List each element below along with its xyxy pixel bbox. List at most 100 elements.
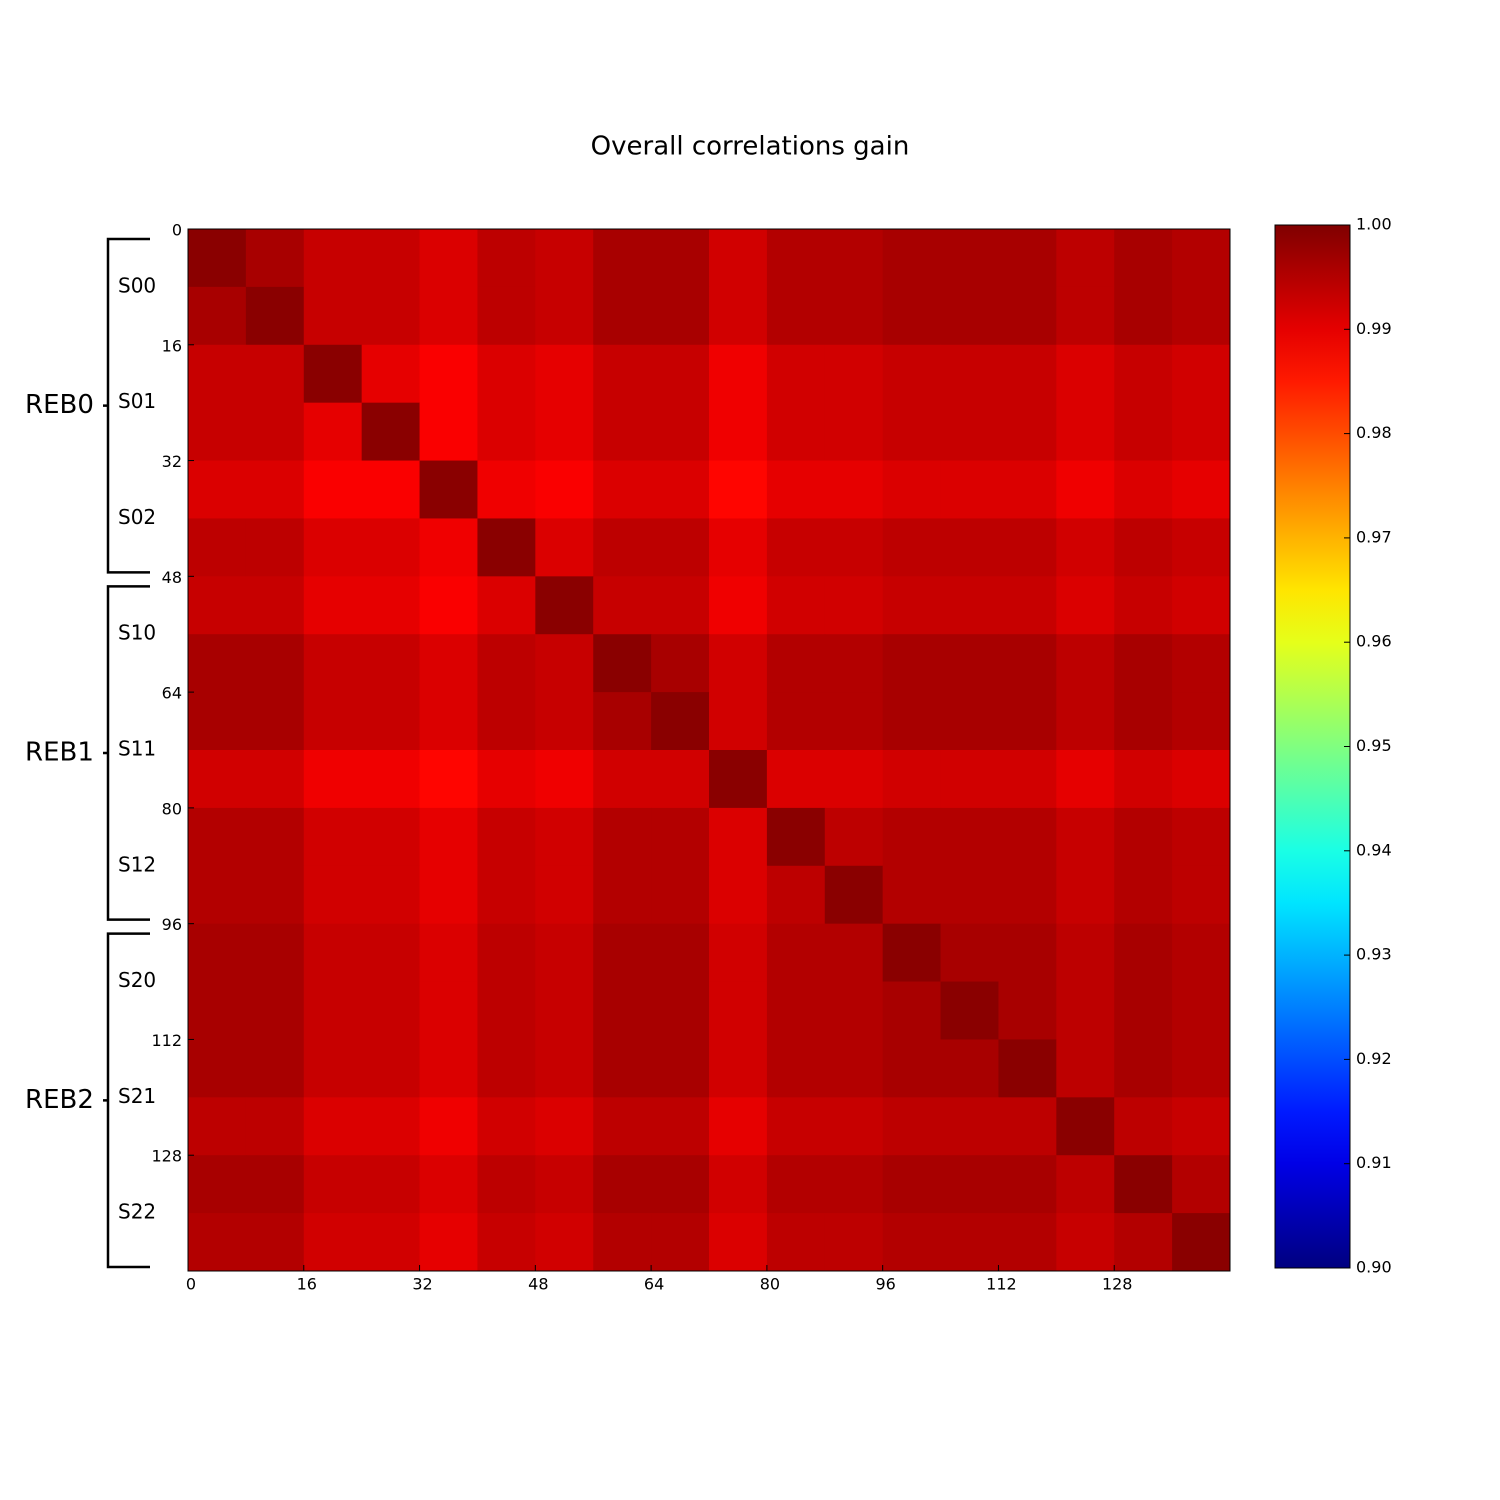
heatmap-cell	[593, 1097, 652, 1156]
heatmap-cell	[361, 576, 421, 635]
heatmap-cell	[477, 460, 536, 519]
heatmap-cell	[419, 1155, 478, 1214]
heatmap-cell	[1172, 807, 1231, 867]
heatmap-cell	[998, 402, 1057, 462]
heatmap-cell	[477, 692, 536, 751]
group-bracket	[103, 932, 150, 1269]
heatmap-cell	[535, 1039, 594, 1098]
heatmap-cell	[940, 344, 999, 404]
heatmap-cell	[824, 865, 884, 925]
heatmap-cell	[1172, 402, 1231, 462]
heatmap-cell	[940, 576, 999, 635]
heatmap-cell	[766, 460, 826, 519]
heatmap-cell	[709, 923, 768, 983]
heatmap-cell	[1114, 1155, 1173, 1214]
heatmap-cell	[419, 286, 478, 346]
heatmap-cell	[651, 1039, 710, 1098]
heatmap-cell	[188, 750, 247, 809]
heatmap-cell	[419, 807, 478, 867]
heatmap-cell	[824, 1039, 884, 1098]
heatmap-cell	[882, 692, 942, 751]
heatmap-cell	[477, 1039, 536, 1098]
heatmap-cell	[651, 460, 710, 519]
heatmap-cell	[419, 865, 478, 925]
heatmap-cell	[593, 807, 652, 867]
heatmap-cell	[188, 344, 247, 404]
y-tick-label: 96	[162, 915, 182, 934]
heatmap-cell	[1056, 865, 1115, 925]
heatmap-cell	[361, 1097, 421, 1156]
x-tick-label: 48	[528, 1275, 548, 1294]
colorbar-tick-label: 0.94	[1356, 840, 1392, 859]
colorbar-tick-label: 0.91	[1356, 1153, 1392, 1172]
colorbar-tick-label: 0.95	[1356, 736, 1392, 755]
heatmap-cell	[535, 807, 594, 867]
heatmap-cell	[709, 1039, 768, 1098]
heatmap-cell	[882, 1039, 942, 1098]
heatmap-cell	[535, 576, 594, 635]
heatmap-cell	[188, 402, 247, 462]
heatmap-cell	[998, 576, 1057, 635]
colorbar-tick-label: 0.92	[1356, 1049, 1392, 1068]
heatmap-cell	[361, 865, 421, 925]
heatmap-cell	[1056, 460, 1115, 519]
heatmap-cell	[477, 286, 536, 346]
heatmap-cell	[1056, 229, 1115, 288]
heatmap-cell	[303, 460, 363, 519]
heatmap-cell	[1056, 1039, 1115, 1098]
heatmap-cell	[245, 1213, 305, 1272]
heatmap-cell	[1114, 1213, 1173, 1272]
heatmap-cell	[477, 981, 536, 1040]
heatmap-cell	[303, 286, 363, 346]
heatmap-cell	[593, 634, 652, 693]
heatmap-cell	[477, 402, 536, 462]
heatmap-cell	[188, 865, 247, 925]
x-tick-label: 96	[875, 1275, 895, 1294]
heatmap-cell	[1056, 1097, 1115, 1156]
heatmap-cell	[766, 1097, 826, 1156]
heatmap-cell	[998, 1039, 1057, 1098]
y-tick-label: 16	[162, 336, 182, 355]
heatmap-cell	[940, 1097, 999, 1156]
heatmap-cell	[593, 344, 652, 404]
heatmap-cell	[766, 750, 826, 809]
heatmap-cell	[303, 981, 363, 1040]
heatmap-cell	[245, 229, 305, 288]
heatmap-cell	[824, 344, 884, 404]
heatmap-cell	[361, 344, 421, 404]
heatmap-cell	[477, 576, 536, 635]
heatmap-cell	[188, 634, 247, 693]
heatmap-cell	[361, 750, 421, 809]
heatmap-cell	[361, 286, 421, 346]
heatmap-cell	[419, 1039, 478, 1098]
heatmap-cell	[766, 807, 826, 867]
heatmap-cell	[940, 750, 999, 809]
heatmap-cell	[766, 981, 826, 1040]
heatmap-cell	[824, 981, 884, 1040]
heatmap-cell	[303, 692, 363, 751]
x-tick-label: 16	[297, 1275, 317, 1294]
heatmap-cell	[651, 634, 710, 693]
heatmap-cell	[303, 229, 363, 288]
heatmap-cell	[419, 229, 478, 288]
heatmap-cell	[535, 229, 594, 288]
heatmap-cell	[535, 750, 594, 809]
heatmap-cell	[651, 344, 710, 404]
heatmap-cell	[1056, 807, 1115, 867]
heatmap-cell	[651, 807, 710, 867]
heatmap-cell	[245, 1097, 305, 1156]
heatmap-cell	[709, 576, 768, 635]
heatmap-cell	[824, 518, 884, 577]
heatmap-cell	[1172, 865, 1231, 925]
heatmap-cell	[651, 576, 710, 635]
heatmap-cell	[245, 923, 305, 983]
heatmap-cell	[709, 692, 768, 751]
heatmap-cell	[766, 576, 826, 635]
heatmap-cell	[651, 1155, 710, 1214]
heatmap-cell	[1114, 634, 1173, 693]
heatmap-cell	[419, 402, 478, 462]
heatmap-cell	[535, 923, 594, 983]
group-label: REB2	[25, 1085, 94, 1115]
heatmap-cell	[882, 750, 942, 809]
